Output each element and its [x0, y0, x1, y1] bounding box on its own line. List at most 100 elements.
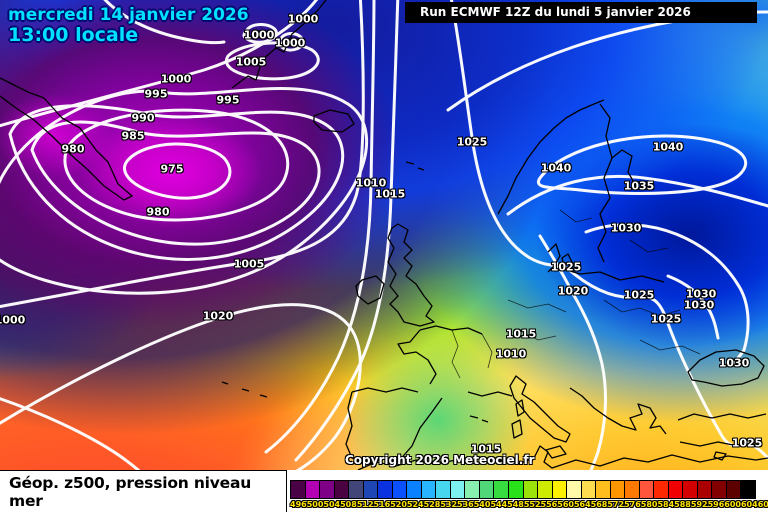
legend-value: 560 — [557, 500, 574, 509]
legend-value: 580 — [640, 500, 658, 509]
legend-swatch — [494, 481, 509, 498]
legend-swatch — [683, 481, 698, 498]
legend-swatch — [291, 481, 306, 498]
legend-swatch — [668, 481, 684, 498]
legend-value: 552 — [523, 500, 541, 509]
legend-value: 508 — [340, 500, 357, 509]
legend-value: 564 — [573, 500, 591, 509]
footer-bar: Géop. z500, pression niveau mer (+216h) … — [0, 470, 768, 512]
legend-swatch-row — [290, 480, 756, 499]
map-area: 1000 1000 1000 1005 1000 995 995 990 985 980 975 98… — [0, 0, 768, 470]
copyright-text: Copyright 2026 Meteociel.fr — [345, 453, 535, 467]
legend-swatch — [349, 481, 364, 498]
legend-swatch — [334, 481, 350, 498]
legend-value: 596 — [707, 500, 725, 509]
pressure-label: 1030 — [685, 287, 717, 301]
legend-value: 528 — [423, 500, 441, 509]
legend-value: 604 — [740, 500, 758, 509]
legend-value: 556 — [540, 500, 558, 509]
pressure-label: 1025 — [731, 436, 763, 450]
pressure-label: 985 — [121, 129, 145, 143]
legend-swatch — [436, 481, 451, 498]
legend-value: 584 — [657, 500, 675, 509]
pressure-label: 1025 — [623, 288, 655, 302]
legend-swatch — [465, 481, 480, 498]
pressure-label: 1040 — [540, 161, 572, 175]
pressure-label: 1000 — [274, 36, 306, 50]
legend-value: 536 — [457, 500, 474, 509]
legend-swatch — [552, 481, 568, 498]
legend-swatch — [450, 481, 466, 498]
legend-swatch — [625, 481, 640, 498]
pressure-label: 1000 — [160, 72, 192, 86]
valid-time-text: 13:00 locale — [8, 24, 139, 47]
legend-swatch — [726, 481, 742, 498]
pressure-label: 1015 — [374, 187, 406, 201]
pressure-label: 1010 — [355, 176, 387, 190]
pressure-label: 990 — [131, 111, 155, 125]
pressure-label: 1000 — [287, 12, 319, 26]
legend-value: 576 — [624, 500, 641, 509]
legend-value: 516 — [373, 500, 391, 509]
model-run-info-box: Run ECMWF 12Z du lundi 5 janvier 2026 — [405, 2, 757, 23]
legend-value: 544 — [490, 500, 508, 509]
pressure-label: 1010 — [495, 347, 527, 361]
legend-value: 532 — [440, 500, 458, 509]
valid-date-text: mercredi 14 janvier 2026 — [8, 5, 249, 25]
legend-value: 496 — [290, 500, 307, 509]
legend-swatch — [538, 481, 553, 498]
pressure-label: 995 — [144, 87, 168, 101]
country-borders — [451, 209, 701, 379]
forecast-offset-text: (+216h) — [9, 510, 286, 512]
legend-value: 568 — [590, 500, 608, 509]
coastlines — [0, 0, 768, 470]
legend-value: 592 — [690, 500, 708, 509]
legend-swatch — [610, 481, 626, 498]
pressure-label: 1020 — [202, 309, 234, 323]
legend-swatch — [654, 481, 669, 498]
pressure-label: 1000 — [0, 313, 26, 327]
legend-swatch — [639, 481, 655, 498]
pressure-label: 975 — [160, 162, 184, 176]
pressure-label: 1015 — [470, 442, 502, 456]
legend-swatch — [392, 481, 408, 498]
pressure-label: 995 — [216, 93, 240, 107]
pressure-label: 1005 — [235, 55, 267, 69]
legend-swatch — [596, 481, 611, 498]
legend-value: 504 — [323, 500, 341, 509]
legend-value: 588 — [674, 500, 691, 509]
legend-value: 600 — [724, 500, 741, 509]
legend-value: 512 — [356, 500, 374, 509]
pressure-label: 1025 — [456, 135, 488, 149]
legend-swatch — [305, 481, 321, 498]
pressure-label: 980 — [146, 205, 170, 219]
legend-swatch — [523, 481, 539, 498]
legend-value: 608 — [757, 500, 768, 509]
pressure-label: 1030 — [683, 298, 715, 312]
pressure-label: 1000 — [243, 28, 275, 42]
legend-value: 548 — [507, 500, 524, 509]
legend-swatch — [378, 481, 393, 498]
z500-color-legend: 496 500 504 508 512 516 520 524 528 532 536 540 544 5… — [290, 480, 768, 509]
legend-swatch — [712, 481, 727, 498]
map-parameter-box: Géop. z500, pression niveau mer (+216h) — [0, 470, 287, 512]
legend-swatch — [363, 481, 379, 498]
legend-swatch — [741, 481, 755, 498]
pressure-label: 1030 — [718, 356, 750, 370]
legend-number-row: 496 500 504 508 512 516 520 524 528 532 536 540 544 5… — [290, 500, 768, 509]
pressure-label: 1005 — [233, 257, 265, 271]
pressure-label: 1040 — [652, 140, 684, 154]
legend-value: 520 — [390, 500, 407, 509]
pressure-label: 1025 — [650, 312, 682, 326]
legend-swatch — [697, 481, 713, 498]
legend-value: 524 — [406, 500, 424, 509]
legend-value: 540 — [473, 500, 491, 509]
legend-swatch — [407, 481, 422, 498]
pressure-label: 980 — [61, 142, 85, 156]
pressure-label: 1025 — [550, 260, 582, 274]
legend-value: 500 — [306, 500, 324, 509]
legend-swatch — [567, 481, 582, 498]
date-block: mercredi 14 janvier 2026 13:00 locale — [8, 5, 249, 47]
pressure-label: 1015 — [505, 327, 537, 341]
